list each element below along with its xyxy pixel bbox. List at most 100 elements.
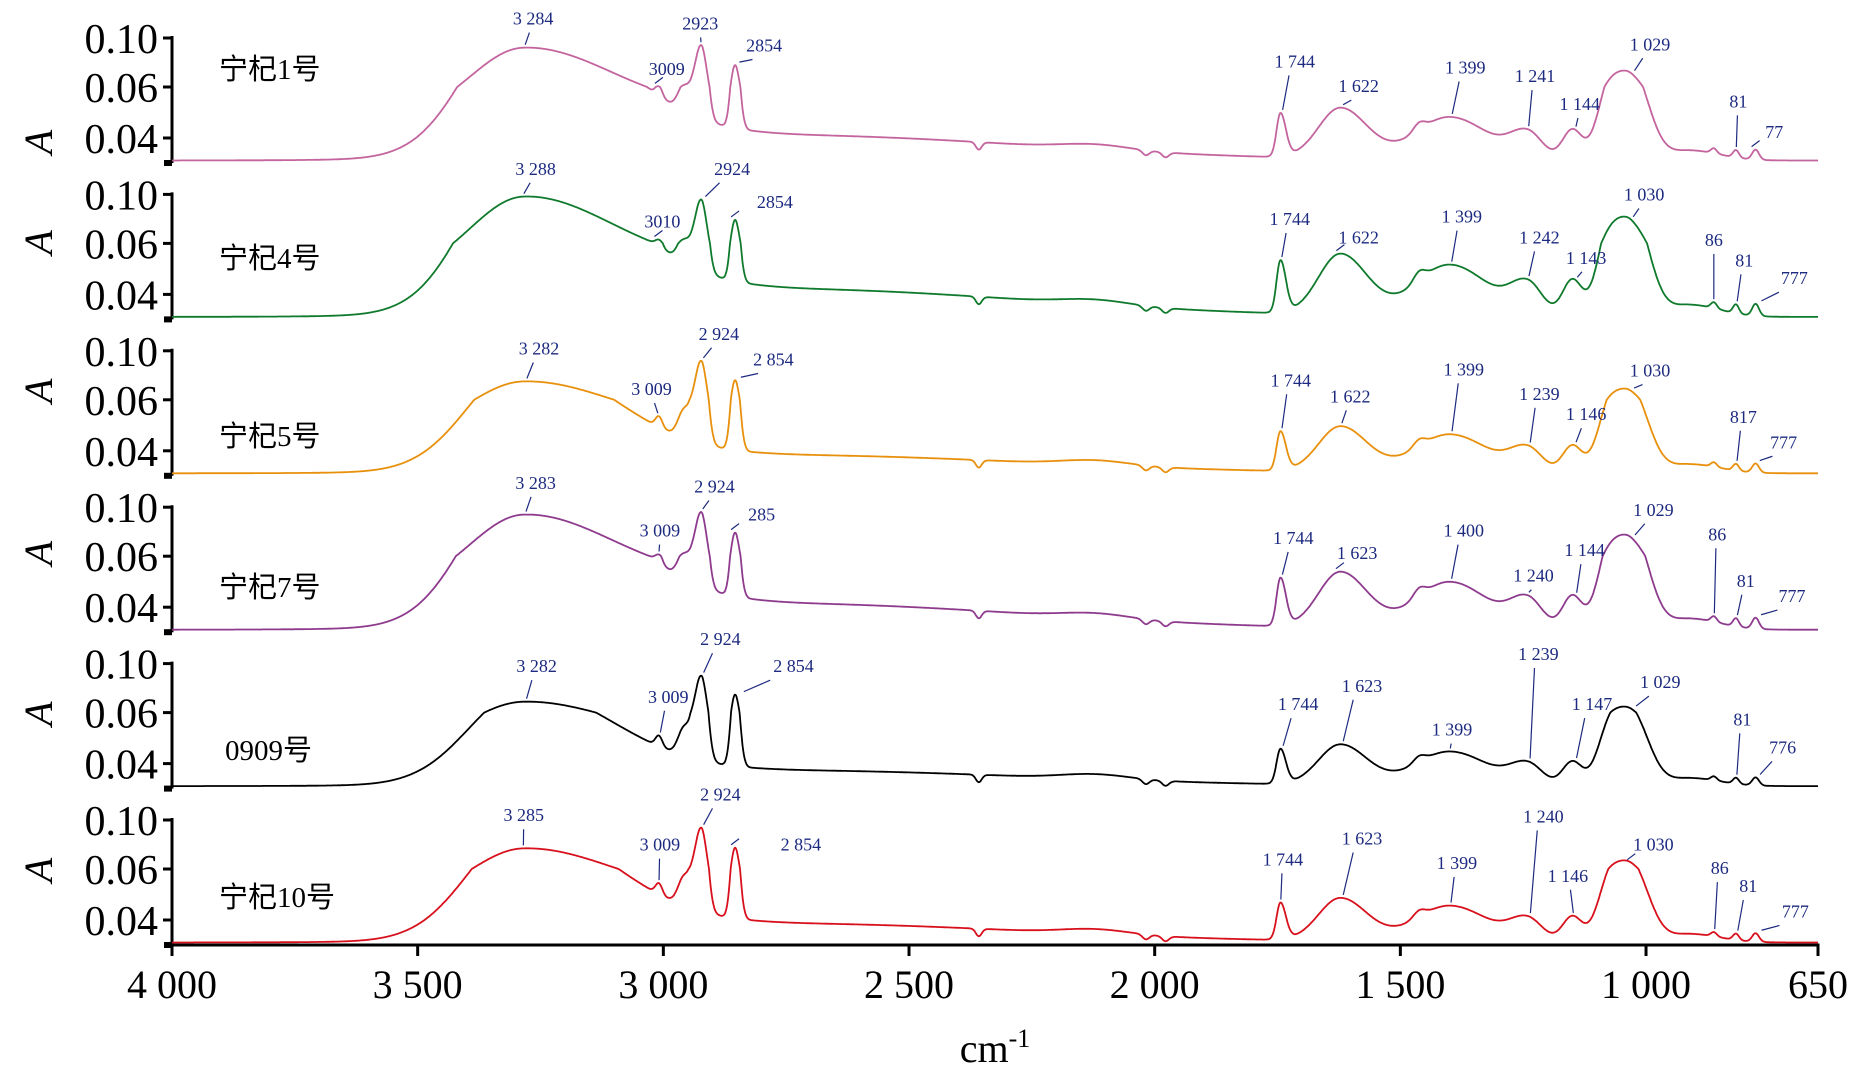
y-tick-label: 0.06 bbox=[85, 692, 159, 738]
x-tick-label: 1 500 bbox=[1355, 962, 1445, 1007]
peak-label: 1 399 bbox=[1445, 58, 1486, 78]
peak-leader-line bbox=[1634, 523, 1646, 536]
peak-label: 2 924 bbox=[700, 784, 741, 804]
peak-label: 1 030 bbox=[1633, 835, 1674, 855]
peak-leader-line bbox=[730, 838, 740, 846]
peak-label: 81 bbox=[1733, 709, 1751, 729]
peak-label: 86 bbox=[1705, 230, 1723, 250]
peak-leader-line bbox=[702, 347, 713, 359]
y-tick-label: 0.06 bbox=[85, 379, 159, 425]
spectrum-panel: 0.100.06 0.04 A 宁杞4号 3 288 3010 2924 2854 1 744 1… bbox=[16, 159, 1819, 323]
peak-leader-line bbox=[1335, 562, 1345, 570]
y-axis-bottom-tick bbox=[164, 942, 172, 948]
spectrum-line bbox=[171, 195, 1819, 318]
peak-leader-line bbox=[1529, 407, 1536, 443]
peak-leader-line bbox=[1737, 899, 1744, 931]
y-axis-title: A bbox=[16, 230, 61, 258]
peak-label: 2 924 bbox=[699, 324, 740, 344]
y-tick-label: 0.04 bbox=[85, 273, 159, 319]
spectrum-panel: 0.100.06 0.04 A 宁杞7号 3 283 3 009 2 924 285 1 744… bbox=[16, 473, 1819, 636]
spectrum-line bbox=[171, 674, 1819, 787]
peak-leader-line bbox=[1635, 695, 1650, 707]
peak-leader-line bbox=[1735, 115, 1739, 147]
peak-leader-line bbox=[1451, 81, 1460, 115]
peak-leader-line bbox=[1759, 760, 1773, 775]
peak-label: 1 744 bbox=[1278, 694, 1319, 714]
peak-label: 1 144 bbox=[1564, 540, 1605, 560]
y-tick-label: 0.06 bbox=[85, 66, 159, 112]
peak-leader-line bbox=[1761, 291, 1780, 302]
spectrum-line bbox=[171, 359, 1819, 475]
y-axis-title: A bbox=[16, 701, 61, 729]
peak-label: 81 bbox=[1739, 876, 1757, 896]
peak-label: 1 622 bbox=[1330, 386, 1371, 406]
peak-label: 1 241 bbox=[1515, 66, 1556, 86]
peak-leader-line bbox=[1281, 394, 1288, 429]
peak-label: 81 bbox=[1735, 250, 1753, 270]
y-axis-bottom-tick bbox=[164, 785, 172, 792]
peak-label: 1 030 bbox=[1630, 361, 1671, 381]
x-tick-label: 3 500 bbox=[373, 962, 463, 1007]
x-tick-label: 2 500 bbox=[864, 962, 954, 1007]
spectrum-panel: 0.100.06 0.04 A 宁杞5号 3 282 3 009 2 924 2 854 1 7… bbox=[16, 324, 1819, 479]
peak-label: 3 009 bbox=[631, 379, 672, 399]
peak-label: 1 239 bbox=[1518, 644, 1559, 664]
peak-label: 1 744 bbox=[1263, 849, 1304, 869]
peak-leader-line bbox=[1449, 743, 1452, 749]
peak-leader-line bbox=[1341, 410, 1347, 424]
peak-label: 1 029 bbox=[1630, 34, 1671, 54]
peak-label: 2923 bbox=[682, 13, 718, 33]
peak-leader-line bbox=[524, 32, 530, 45]
peak-label: 2854 bbox=[746, 35, 782, 55]
sample-label: 宁杞1号 bbox=[219, 53, 321, 86]
sample-label: 宁杞7号 bbox=[219, 571, 321, 604]
spectrum-panel: 0.100.06 0.04 A 0909号 3 282 3 009 2 924 2 854 1 … bbox=[16, 629, 1819, 792]
peak-label: 1 744 bbox=[1270, 209, 1311, 229]
peak-label: 1 744 bbox=[1274, 51, 1315, 71]
y-axis-title: A bbox=[16, 857, 61, 885]
peak-leader-line bbox=[526, 362, 534, 379]
peak-leader-line bbox=[1451, 383, 1459, 432]
peak-label: 1 029 bbox=[1640, 672, 1681, 692]
peak-leader-line bbox=[1342, 99, 1352, 106]
peak-leader-line bbox=[1575, 427, 1582, 443]
peak-leader-line bbox=[1751, 140, 1760, 148]
peak-leader-line bbox=[523, 182, 531, 194]
peak-label: 2 854 bbox=[753, 350, 794, 370]
peak-label: 3 009 bbox=[648, 687, 689, 707]
peak-label: 81 bbox=[1729, 91, 1747, 111]
peak-leader-line bbox=[730, 210, 740, 218]
peak-leader-line bbox=[1342, 699, 1354, 742]
y-tick-label: 0.04 bbox=[85, 743, 159, 789]
peak-leader-line bbox=[1576, 564, 1582, 593]
peak-leader-line bbox=[1575, 117, 1579, 127]
peak-leader-line bbox=[1736, 274, 1742, 302]
y-tick-label: 0.10 bbox=[85, 799, 159, 845]
y-axis-title: A bbox=[16, 540, 61, 568]
peak-label: 3 283 bbox=[515, 473, 556, 493]
peak-label: 3 282 bbox=[516, 656, 557, 676]
peak-label: 1 399 bbox=[1432, 720, 1473, 740]
peak-leader-line bbox=[1281, 551, 1289, 575]
y-axis-bottom-tick bbox=[164, 629, 172, 636]
peak-leader-line bbox=[654, 230, 663, 237]
peak-label: 3 009 bbox=[640, 835, 681, 855]
peak-label: 1 399 bbox=[1437, 853, 1478, 873]
y-tick-label: 0.10 bbox=[85, 173, 159, 219]
peak-label: 1 744 bbox=[1273, 528, 1314, 548]
peak-leader-line bbox=[1714, 882, 1718, 930]
peak-leader-line bbox=[1451, 230, 1458, 262]
peak-leader-line bbox=[1760, 609, 1778, 616]
peak-label: 1 240 bbox=[1513, 566, 1554, 586]
peak-leader-line bbox=[1450, 876, 1455, 903]
x-tick-label: 650 bbox=[1788, 962, 1848, 1007]
peak-label: 1 144 bbox=[1559, 94, 1600, 114]
peak-label: 2 854 bbox=[781, 835, 822, 855]
y-tick-label: 0.06 bbox=[85, 535, 159, 581]
y-axis-title: A bbox=[16, 378, 61, 406]
peak-leader-line bbox=[1281, 232, 1287, 258]
peak-label: 1 623 bbox=[1337, 543, 1378, 563]
peak-label: 2 854 bbox=[773, 656, 814, 676]
peak-label: 1 623 bbox=[1342, 676, 1383, 696]
